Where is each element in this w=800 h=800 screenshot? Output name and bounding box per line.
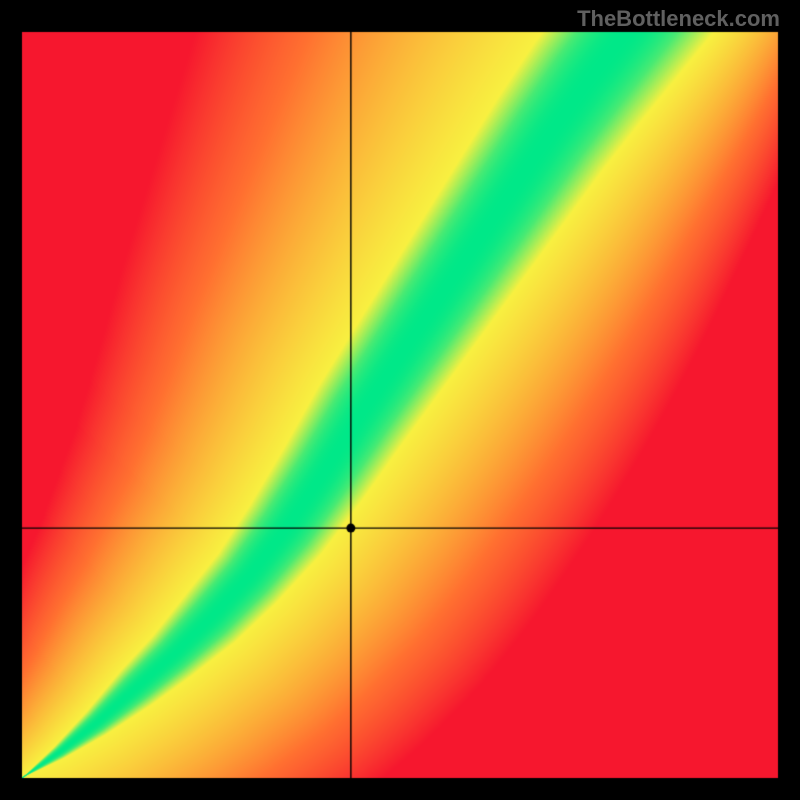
- bottleneck-heatmap: [0, 0, 800, 800]
- chart-container: TheBottleneck.com: [0, 0, 800, 800]
- watermark-label: TheBottleneck.com: [577, 6, 780, 32]
